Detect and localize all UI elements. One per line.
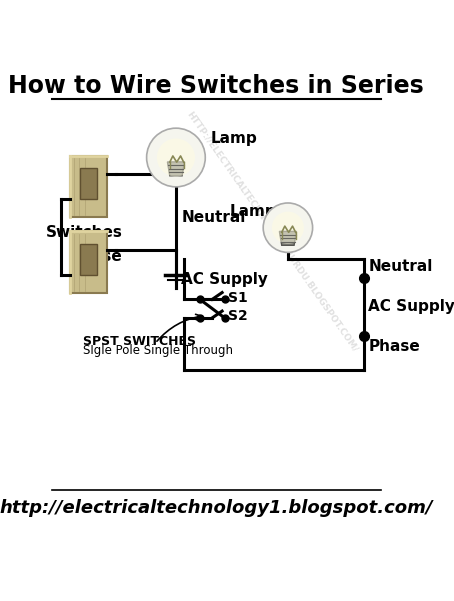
- Text: S1: S1: [227, 291, 247, 305]
- Text: http://electricaltechnology1.blogspot.com/: http://electricaltechnology1.blogspot.co…: [0, 499, 433, 517]
- Text: SPST SWITCHES: SPST SWITCHES: [83, 335, 196, 347]
- Circle shape: [272, 212, 304, 244]
- Text: S2: S2: [227, 310, 247, 323]
- Bar: [70, 156, 107, 218]
- Polygon shape: [168, 162, 184, 176]
- Bar: [80, 244, 97, 275]
- Text: Phase: Phase: [368, 339, 420, 354]
- Polygon shape: [279, 231, 296, 245]
- Text: AC Supply: AC Supply: [181, 272, 267, 287]
- Bar: [70, 231, 107, 293]
- Text: SIgle Pole Single Through: SIgle Pole Single Through: [83, 344, 233, 357]
- Text: How to Wire Switches in Series: How to Wire Switches in Series: [8, 75, 424, 98]
- Text: Lamp: Lamp: [211, 131, 257, 146]
- Circle shape: [157, 138, 195, 177]
- Text: Neutral: Neutral: [368, 260, 433, 275]
- Circle shape: [263, 203, 313, 252]
- Bar: [80, 168, 97, 199]
- Text: HTTP://ELECTRICALTECHNOLOGYINURDU.BLOGSPOT.COM/: HTTP://ELECTRICALTECHNOLOGYINURDU.BLOGSP…: [185, 109, 360, 353]
- Circle shape: [147, 128, 205, 187]
- Text: Lamp: Lamp: [230, 204, 277, 219]
- Text: Phase: Phase: [70, 249, 122, 264]
- Text: AC Supply: AC Supply: [368, 299, 454, 314]
- Text: Switches: Switches: [45, 225, 122, 240]
- Text: Neutral: Neutral: [182, 210, 247, 225]
